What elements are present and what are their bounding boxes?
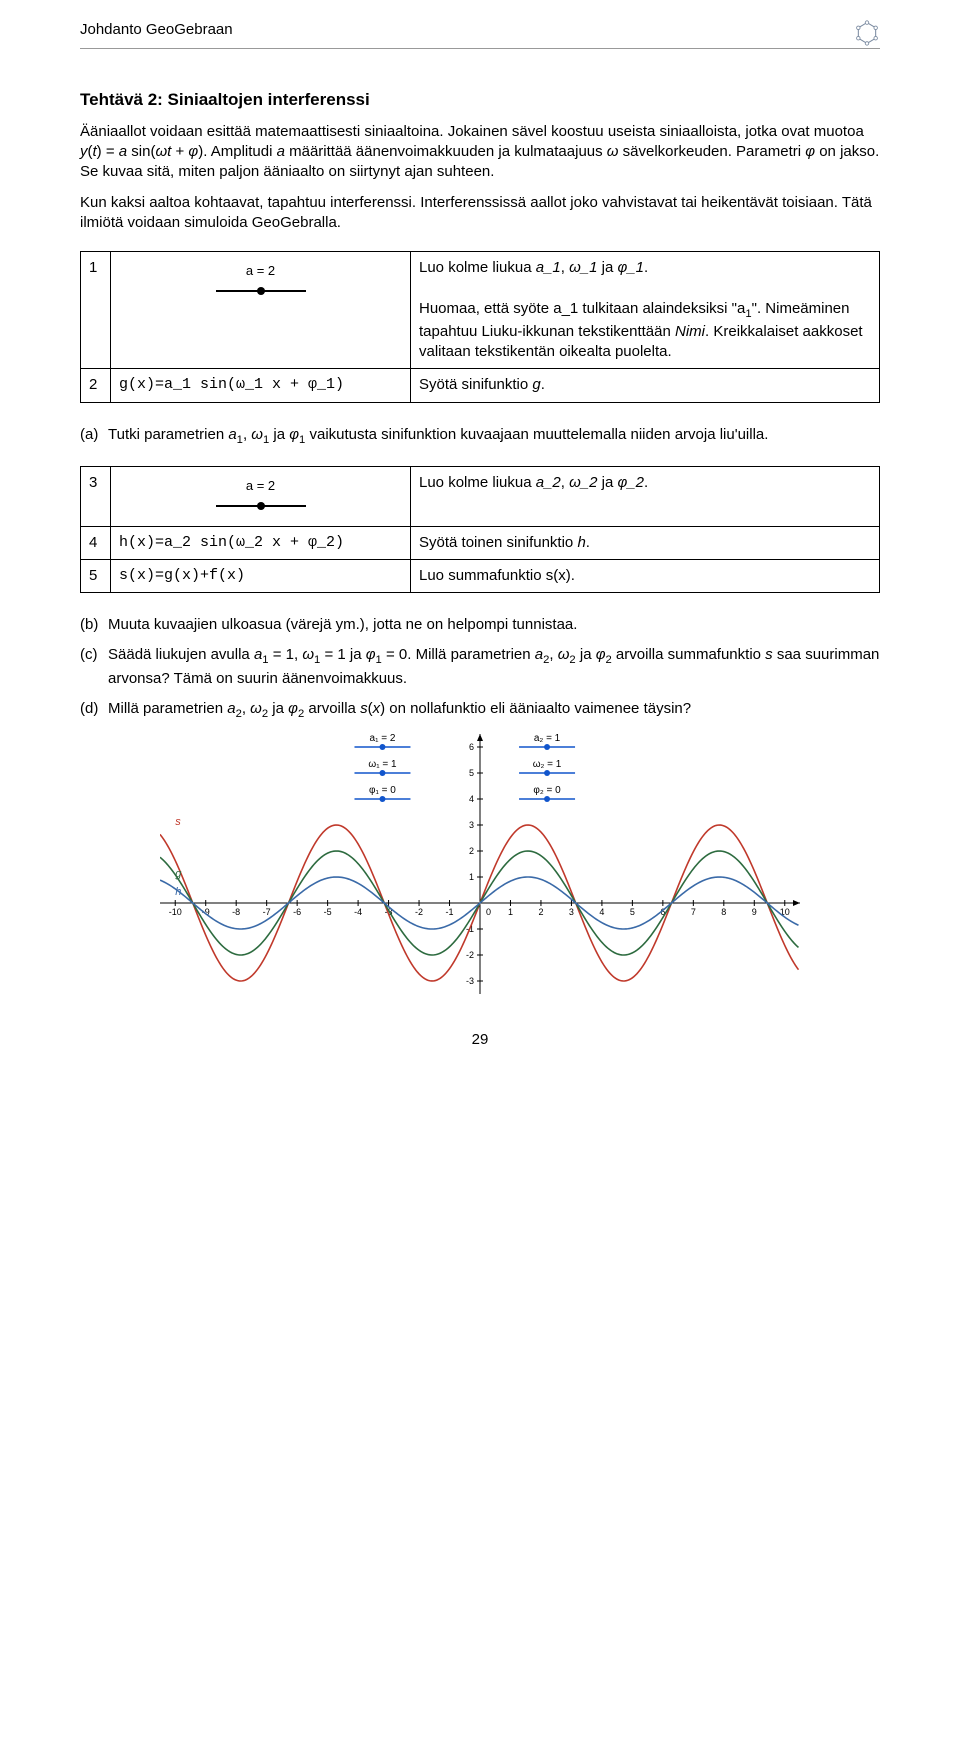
- svg-text:a₂ = 1: a₂ = 1: [534, 734, 561, 744]
- table-row: 5 s(x)=g(x)+f(x) Luo summafunktio s(x).: [81, 559, 880, 592]
- svg-text:a₁ = 2: a₁ = 2: [370, 734, 396, 744]
- svg-text:-5: -5: [324, 907, 332, 917]
- svg-text:-3: -3: [466, 976, 474, 986]
- svg-text:-6: -6: [293, 907, 301, 917]
- subtask-c: (c)Säädä liukujen avulla a1 = 1, ω1 = 1 …: [80, 645, 880, 688]
- svg-text:s: s: [175, 816, 181, 828]
- slider-icon: a = 2: [216, 262, 306, 299]
- svg-text:2: 2: [538, 907, 543, 917]
- step-number: 4: [81, 526, 111, 559]
- steps-table-2: 3 a = 2 Luo kolme liukua a_2, ω_2 ja φ_2…: [80, 466, 880, 593]
- svg-text:6: 6: [469, 742, 474, 752]
- svg-text:h: h: [175, 886, 181, 898]
- svg-text:3: 3: [469, 820, 474, 830]
- task-title: Tehtävä 2: Siniaaltojen interferenssi: [80, 89, 880, 112]
- step-command: h(x)=a_2 sin(ω_2 x + φ_2): [111, 526, 411, 559]
- subtask-b: (b)Muuta kuvaajien ulkoasua (värejä ym.)…: [80, 615, 880, 635]
- svg-text:2: 2: [469, 846, 474, 856]
- intro-paragraph-1: Ääniaallot voidaan esittää matemaattises…: [80, 122, 880, 183]
- sine-chart: -10-9-8-7-6-5-4-3-2-1123456789100-3-2-11…: [80, 734, 880, 1000]
- svg-text:-2: -2: [466, 950, 474, 960]
- step-description: Syötä toinen sinifunktio h.: [411, 526, 880, 559]
- svg-text:3: 3: [569, 907, 574, 917]
- subtask-d: (d)Millä parametrien a2, ω2 ja φ2 arvoil…: [80, 699, 880, 722]
- step-description: Luo kolme liukua a_1, ω_1 ja φ_1. Huomaa…: [411, 252, 880, 369]
- header-title: Johdanto GeoGebraan: [80, 20, 233, 40]
- sine-chart-svg: -10-9-8-7-6-5-4-3-2-1123456789100-3-2-11…: [160, 734, 800, 994]
- subtask-a: (a)Tutki parametrien a1, ω1 ja φ1 vaikut…: [80, 425, 880, 448]
- slider-icon: a = 2: [216, 477, 306, 514]
- table-row: 4 h(x)=a_2 sin(ω_2 x + φ_2) Syötä toinen…: [81, 526, 880, 559]
- svg-text:7: 7: [691, 907, 696, 917]
- svg-text:5: 5: [469, 768, 474, 778]
- step-number: 1: [81, 252, 111, 369]
- svg-text:5: 5: [630, 907, 635, 917]
- svg-text:4: 4: [599, 907, 604, 917]
- step-number: 3: [81, 466, 111, 526]
- svg-text:φ₁ = 0: φ₁ = 0: [369, 785, 396, 796]
- table-row: 3 a = 2 Luo kolme liukua a_2, ω_2 ja φ_2…: [81, 466, 880, 526]
- svg-text:-10: -10: [169, 907, 182, 917]
- svg-text:1: 1: [469, 872, 474, 882]
- svg-text:-2: -2: [415, 907, 423, 917]
- svg-text:-4: -4: [354, 907, 362, 917]
- step-number: 5: [81, 559, 111, 592]
- step-number: 2: [81, 369, 111, 402]
- svg-text:φ₂ = 0: φ₂ = 0: [533, 785, 561, 796]
- step-command: g(x)=a_1 sin(ω_1 x + φ_1): [111, 369, 411, 402]
- svg-text:0: 0: [486, 907, 491, 917]
- page-number: 29: [80, 1030, 880, 1050]
- step-description: Luo kolme liukua a_2, ω_2 ja φ_2.: [411, 466, 880, 526]
- svg-text:4: 4: [469, 794, 474, 804]
- svg-text:9: 9: [752, 907, 757, 917]
- svg-text:ω₁ = 1: ω₁ = 1: [368, 759, 397, 770]
- svg-text:-8: -8: [232, 907, 240, 917]
- svg-text:-7: -7: [263, 907, 271, 917]
- steps-table-1: 1 a = 2 Luo kolme liukua a_1, ω_1 ja φ_1…: [80, 251, 880, 402]
- intro-paragraph-2: Kun kaksi aaltoa kohtaavat, tapahtuu int…: [80, 193, 880, 234]
- table-row: 2 g(x)=a_1 sin(ω_1 x + φ_1) Syötä sinifu…: [81, 369, 880, 402]
- svg-text:g: g: [175, 868, 182, 880]
- step-description: Syötä sinifunktio g.: [411, 369, 880, 402]
- page-header: Johdanto GeoGebraan: [80, 20, 880, 49]
- svg-text:-1: -1: [446, 907, 454, 917]
- step-image: a = 2: [111, 466, 411, 526]
- step-description: Luo summafunktio s(x).: [411, 559, 880, 592]
- geogebra-icon: [854, 20, 880, 46]
- table-row: 1 a = 2 Luo kolme liukua a_1, ω_1 ja φ_1…: [81, 252, 880, 369]
- svg-text:1: 1: [508, 907, 513, 917]
- step-command: s(x)=g(x)+f(x): [111, 559, 411, 592]
- svg-text:8: 8: [721, 907, 726, 917]
- svg-text:ω₂ = 1: ω₂ = 1: [533, 759, 562, 770]
- step-image: a = 2: [111, 252, 411, 369]
